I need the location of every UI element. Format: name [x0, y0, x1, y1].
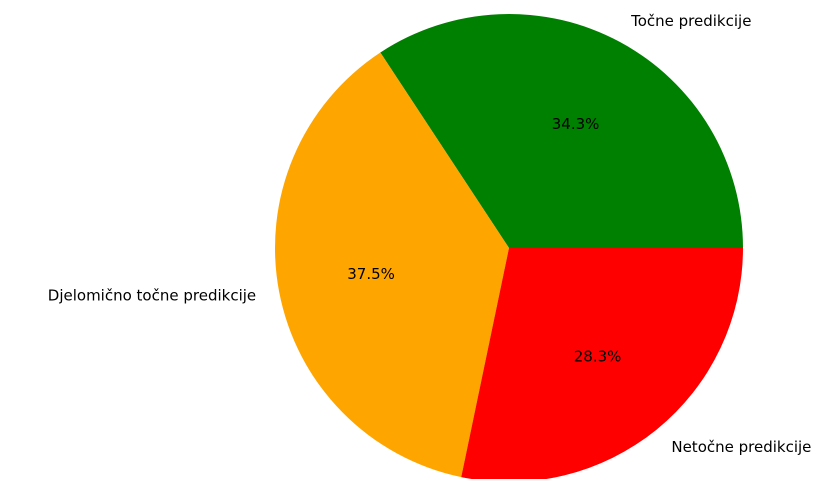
category-label-tocne: Točne predikcije — [630, 12, 751, 30]
category-labels: Točne predikcije Djelomično točne predik… — [48, 12, 812, 456]
pie-slice-netocne — [461, 248, 743, 479]
pct-label-tocne: 34.3% — [552, 115, 600, 133]
pie-slice-djelomicno — [274, 52, 509, 478]
pct-label-netocne: 28.3% — [574, 347, 622, 365]
category-label-netocne: Netočne predikcije — [671, 438, 811, 456]
pie-slice-tocne — [380, 13, 743, 248]
category-label-djelomicno: Djelomično točne predikcije — [48, 287, 256, 305]
pie-slices — [274, 13, 743, 479]
percentage-labels: 34.3% 37.5% 28.3% — [347, 115, 621, 366]
pct-label-djelomicno: 37.5% — [347, 265, 395, 283]
